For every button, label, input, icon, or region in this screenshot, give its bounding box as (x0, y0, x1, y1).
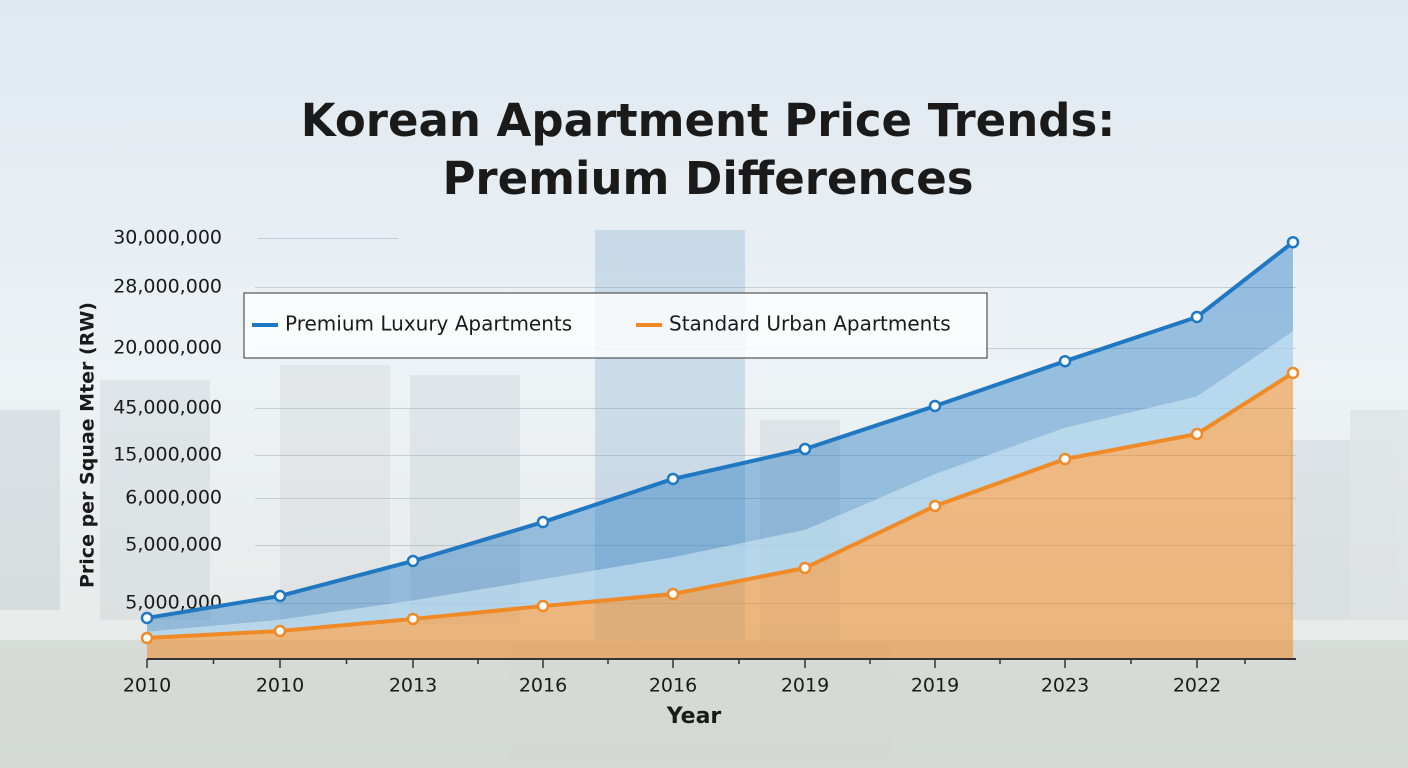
data-point (406, 612, 420, 626)
data-point (140, 611, 154, 625)
data-point (536, 599, 550, 613)
x-tick-label: 2016 (649, 675, 697, 697)
x-tick-label: 2022 (1173, 675, 1221, 697)
x-tick-label: 2013 (389, 675, 437, 697)
skyline (0, 230, 1408, 768)
data-point (666, 587, 680, 601)
series-line (146, 371, 1295, 640)
y-tick-label: 20,000,000 (113, 337, 222, 359)
y-tick-label: 28,000,000 (113, 276, 222, 298)
data-point (1190, 427, 1204, 441)
data-point (1190, 310, 1204, 324)
data-point (666, 472, 680, 486)
series-line (146, 240, 1295, 620)
y-tick-label: 15,000,000 (113, 444, 222, 466)
plot: 30,000,000 28,000,000 20,000,000 45,000,000… (113, 227, 1300, 697)
x-tick-label: 2010 (123, 675, 171, 697)
data-point (1286, 235, 1300, 249)
x-tick-label: 2019 (781, 675, 829, 697)
data-point (1058, 452, 1072, 466)
data-point (928, 499, 942, 513)
area-fill (147, 372, 1293, 658)
chart-title: Korean Apartment Price Trends: (301, 94, 1115, 147)
legend-label: Premium Luxury Apartments (285, 312, 572, 336)
data-point (1058, 354, 1072, 368)
area-band (147, 331, 1293, 638)
legend-label: Standard Urban Apartments (669, 312, 951, 336)
x-tick-label: 2023 (1041, 675, 1089, 697)
data-point (928, 399, 942, 413)
y-tick-label: 5,000,000 (125, 534, 222, 556)
y-tick-label: 6,000,000 (125, 487, 222, 509)
x-tick-label: 2016 (519, 675, 567, 697)
data-point (273, 589, 287, 603)
y-tick-label: 45,000,000 (113, 397, 222, 419)
data-point (536, 515, 550, 529)
data-point (273, 624, 287, 638)
data-point (140, 631, 154, 645)
y-tick-label: 30,000,000 (113, 227, 222, 249)
data-point (798, 561, 812, 575)
data-point (1286, 366, 1300, 380)
data-point (406, 554, 420, 568)
x-axis-title: Year (666, 704, 722, 729)
x-tick-label: 2010 (256, 675, 304, 697)
x-tick-label: 2019 (911, 675, 959, 697)
y-axis-title: Price per Squae Mter (RW) (77, 302, 99, 588)
legend: Premium Luxury Apartments Standard Urban … (243, 292, 988, 359)
chart-title: Premium Differences (442, 152, 973, 205)
legend-box (243, 292, 988, 359)
data-point (798, 442, 812, 456)
